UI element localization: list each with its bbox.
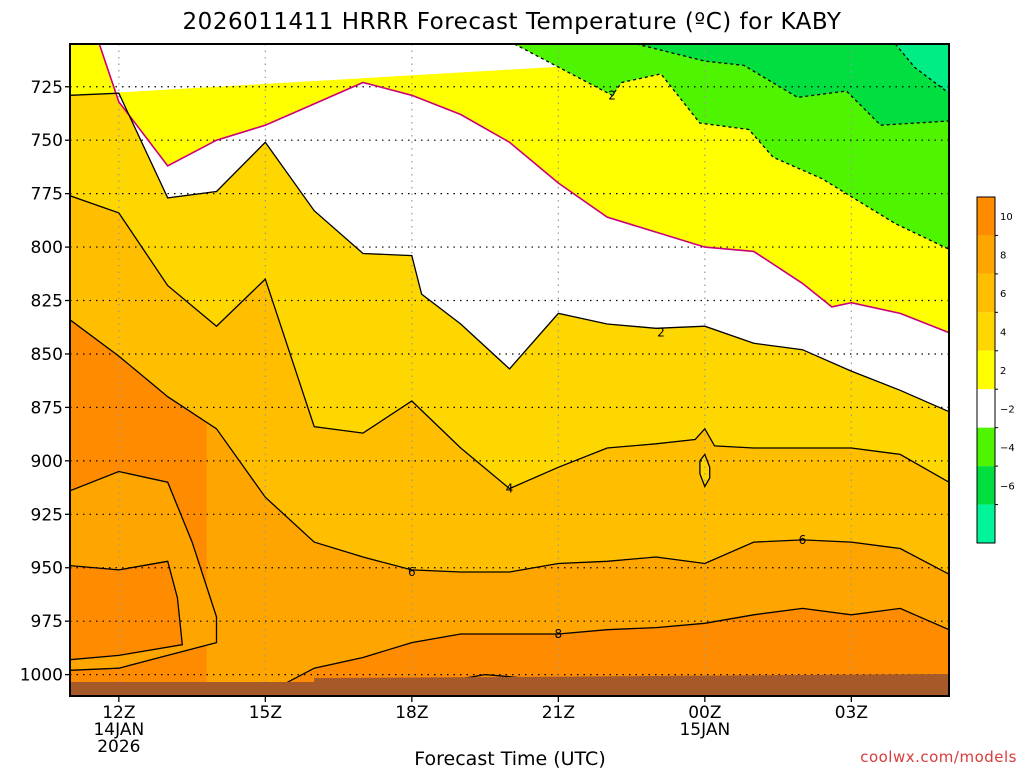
- svg-text:8: 8: [555, 627, 563, 641]
- closed-contour-line: [699, 453, 711, 489]
- y-tick-label: 725: [31, 78, 63, 98]
- y-tick-label: 900: [31, 452, 63, 472]
- fill-minus4-to-minus2: [514, 44, 949, 250]
- colorbar-label: 6: [1000, 289, 1006, 300]
- x-tick-label: 14JAN: [93, 720, 144, 740]
- x-tick-label: 21Z: [542, 703, 575, 723]
- svg-text:6: 6: [799, 533, 807, 547]
- contour-label: 8: [555, 627, 563, 641]
- y-tick-label: 950: [31, 559, 63, 579]
- fill-minus6-to-minus4: [636, 44, 949, 126]
- colorbar-bin: [977, 466, 995, 505]
- x-axis-title: Forecast Time (UTC): [414, 748, 605, 768]
- y-tick-label: 850: [31, 345, 63, 365]
- freezing-contour-line: [98, 44, 949, 334]
- svg-text:6: 6: [408, 565, 416, 579]
- y-tick-label: 925: [31, 505, 63, 525]
- colorbar-label: −6: [1000, 481, 1015, 492]
- x-tick-label: 03Z: [835, 703, 868, 723]
- x-tick-label: 2026: [97, 737, 140, 757]
- contour-line: [246, 607, 949, 696]
- contour-line: [514, 44, 949, 250]
- contour-line: [70, 92, 949, 413]
- colorbar-bin: [977, 350, 995, 390]
- contour-line: [70, 319, 949, 575]
- svg-text:4: 4: [506, 482, 514, 496]
- y-tick-label: 975: [31, 612, 63, 632]
- ground-surface: [70, 674, 949, 696]
- x-tick-label: 00Z: [688, 703, 721, 723]
- contour-line: [70, 470, 218, 671]
- colorbar-label: 4: [1000, 328, 1006, 339]
- colorbar-bin: [977, 389, 995, 428]
- contour-line: [70, 560, 184, 661]
- y-tick-label: 825: [31, 292, 63, 312]
- colorbar: 10 8 6 4 2 −2 −4 −6: [976, 196, 1015, 544]
- grid-layer: [70, 44, 949, 696]
- x-tick-label: 18Z: [395, 703, 428, 723]
- y-tick-label: 875: [31, 398, 63, 418]
- contour-label: 2: [657, 326, 665, 340]
- contour-line: [70, 195, 949, 490]
- colorbar-frame: [976, 196, 996, 544]
- x-tick-label: 15JAN: [679, 720, 730, 740]
- contour-label-layer: 2 2 4 6 6 8: [408, 88, 806, 641]
- svg-text:2: 2: [608, 88, 616, 102]
- fill-below-minus6: [895, 44, 949, 94]
- fill-lowlevel-10-plus: [70, 561, 183, 660]
- y-tick-label: 775: [31, 185, 63, 205]
- contour-label: 6: [408, 565, 416, 579]
- contour-label: 4: [506, 482, 514, 496]
- colorbar-label: 2: [1000, 366, 1006, 377]
- svg-text:2: 2: [657, 326, 665, 340]
- colorbar-label: −4: [1000, 443, 1015, 454]
- x-tick-label: 15Z: [249, 703, 282, 723]
- plot-frame: [69, 43, 950, 697]
- colorbar-label: −2: [1000, 404, 1015, 415]
- colorbar-label: 8: [1000, 251, 1006, 262]
- y-tick-label: 800: [31, 238, 63, 258]
- chart-title: 2026011411 HRRR Forecast Temperature (ºC…: [183, 9, 842, 35]
- contour-label: 2: [608, 88, 616, 102]
- colorbar-bin: [977, 427, 995, 467]
- credit-link[interactable]: coolwx.com/models: [860, 748, 1017, 766]
- contour-line: [894, 44, 949, 94]
- x-tick-label: 12Z: [102, 703, 135, 723]
- colorbar-bin: [977, 504, 995, 543]
- colorbar-label: 10: [1000, 212, 1013, 223]
- colorbar-bin: [977, 197, 995, 236]
- y-axis: 725 750 775 800 825 850 875 900 925 950 975 1000: [20, 78, 70, 686]
- ground-layer: [70, 674, 949, 696]
- colorbar-bin: [977, 235, 995, 274]
- contour-line-layer: [70, 44, 949, 696]
- colorbar-bin: [977, 273, 995, 313]
- fill-minus2-to-2: [70, 44, 949, 412]
- y-tick-label: 1000: [20, 666, 63, 686]
- colorbar-bin: [977, 312, 995, 351]
- contour-label: 6: [799, 533, 807, 547]
- y-tick-label: 750: [31, 131, 63, 151]
